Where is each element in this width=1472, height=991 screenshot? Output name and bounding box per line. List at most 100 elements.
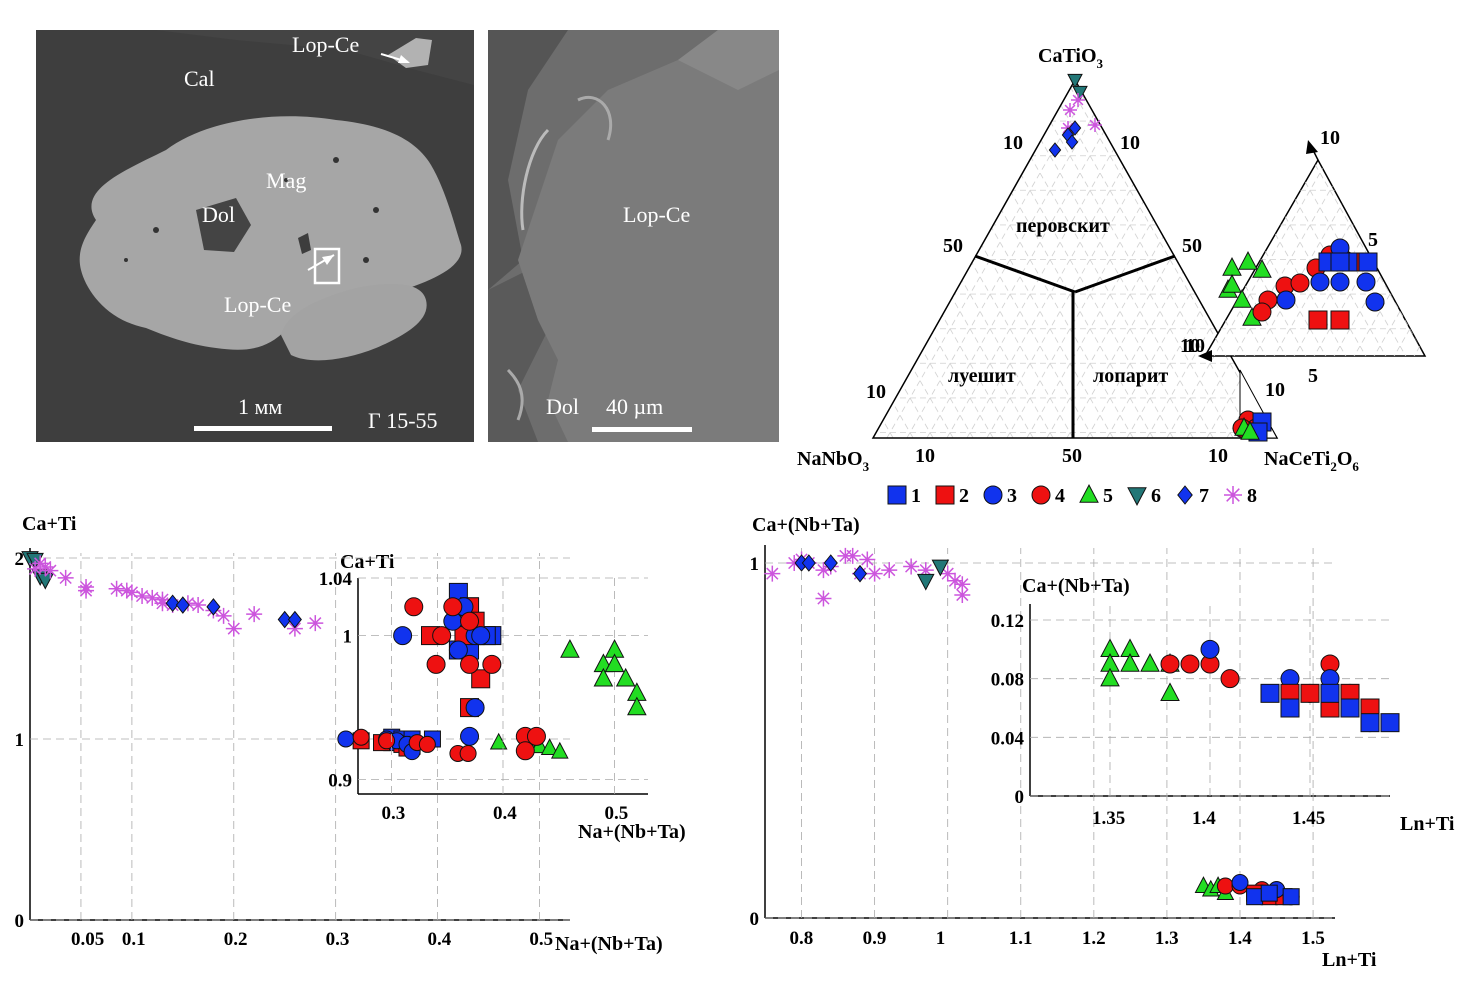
inset-x-axis-title: Na+(Nb+Ta) <box>578 821 686 843</box>
marker-group-5 <box>1238 251 1258 270</box>
y-tick-label: 0 <box>1015 787 1025 808</box>
point-group-5 <box>1100 667 1120 687</box>
tick-label: 50 <box>943 235 963 257</box>
point-group-7 <box>287 610 302 629</box>
x-tick-label: 0.3 <box>381 803 405 824</box>
point-group-8 <box>286 620 303 637</box>
marker-group-1 <box>1330 252 1350 272</box>
legend-label-4: 4 <box>1055 485 1065 507</box>
point-group-7 <box>852 564 868 583</box>
x-tick-label: 1.1 <box>1009 928 1033 949</box>
point-group-8 <box>786 555 803 571</box>
point-group-5 <box>1160 682 1180 702</box>
point-group-8 <box>307 615 324 632</box>
marker-group-3 <box>1276 290 1296 310</box>
y-tick-label: 1.04 <box>319 569 353 590</box>
x-tick-label: 0.5 <box>605 803 629 824</box>
x-tick-label: 1.3 <box>1155 928 1179 949</box>
point-group-1 <box>1246 888 1264 906</box>
point-group-8 <box>947 572 963 589</box>
label-lop-top: Lop-Ce <box>292 32 360 57</box>
legend-label-8: 8 <box>1247 485 1257 507</box>
y-tick-label: 0 <box>750 909 760 930</box>
point-group-4 <box>378 732 396 750</box>
marker-group-7 <box>1065 134 1079 150</box>
marker-group-6 <box>1072 85 1088 101</box>
x-tick-label: 1.35 <box>1092 808 1125 829</box>
marker-group-6 <box>1067 73 1083 89</box>
point-group-3 <box>471 626 491 646</box>
point-group-1 <box>1260 884 1278 902</box>
point-group-8 <box>815 590 832 607</box>
point-group-5 <box>560 639 580 658</box>
marker-group-4 <box>1290 273 1310 293</box>
scale-bar <box>592 427 692 432</box>
inset-tick-label: 10 <box>1320 127 1340 149</box>
x-axis-title: Ln+Ti <box>1322 949 1377 971</box>
point-group-8 <box>881 562 898 579</box>
x-tick-label: 0.8 <box>790 928 814 949</box>
y-tick-label: 1 <box>15 730 25 751</box>
point-group-1 <box>1260 683 1280 703</box>
point-group-4 <box>418 735 436 753</box>
plot-right-inset: 1.35 1.4 1.45 0 0.04 0.08 0.12 <box>991 604 1400 829</box>
marker-group-8 <box>1063 103 1077 117</box>
scale-label: 40 µm <box>606 394 664 419</box>
legend-marker-7 <box>1177 485 1193 505</box>
marker-group-5 <box>1232 289 1252 308</box>
point-group-3 <box>465 698 485 718</box>
inset-x-axis-title: Ln+Ti <box>1400 813 1455 835</box>
apex-left: NaNbO3 <box>797 448 870 474</box>
label-lop: Lop-Ce <box>623 202 691 227</box>
point-group-5 <box>627 696 647 716</box>
right-plot-frame: Ca+(Nb+Ta) Ln+Ti Ca+(Nb+Ta) Ln+Ti <box>752 514 1455 971</box>
point-group-5 <box>1120 653 1140 672</box>
point-group-3 <box>448 640 468 660</box>
label-dol: Dol <box>546 394 579 419</box>
inset-tick-label: 10 <box>1180 335 1200 357</box>
point-group-8 <box>859 551 876 568</box>
legend-label-5: 5 <box>1103 485 1113 507</box>
point-group-6 <box>931 559 950 577</box>
marker-group-8 <box>1071 93 1085 107</box>
apex-right: NaCeTi2O6 <box>1264 448 1359 474</box>
label-mag: Mag <box>266 168 307 193</box>
point-group-8 <box>123 584 140 601</box>
plot-right-main: 0.8 0.9 1 1.1 1.2 1.3 1.4 1.5 0 1 <box>750 547 1335 949</box>
legend: 1 2 3 4 5 6 7 8 <box>887 484 1257 507</box>
legend-marker-2 <box>935 485 955 505</box>
point-group-7 <box>165 594 180 613</box>
y-axis-title: Ca+Ti <box>22 513 77 535</box>
marker-group-5 <box>1222 257 1242 276</box>
point-group-4 <box>426 654 446 674</box>
tick-label: 50 <box>1062 445 1082 467</box>
point-group-1 <box>1280 698 1300 718</box>
x-tick-label: 1.4 <box>1192 808 1216 829</box>
marker-group-5 <box>1222 274 1242 293</box>
inset-tick-label: 5 <box>1308 365 1318 387</box>
point-group-8 <box>954 586 971 603</box>
point-group-5 <box>615 667 636 687</box>
point-group-4 <box>460 654 480 674</box>
point-group-5 <box>593 667 614 687</box>
point-group-7 <box>801 554 816 572</box>
point-group-4 <box>404 597 424 617</box>
x-tick-label: 0.2 <box>224 929 248 950</box>
point-group-5 <box>604 653 625 673</box>
tick-label: 10 <box>1120 132 1140 154</box>
point-group-5 <box>1140 653 1160 672</box>
point-group-4 <box>515 741 535 761</box>
field-loueshite: луешит <box>948 365 1016 387</box>
y-tick-label: 0 <box>15 911 25 932</box>
point-group-8 <box>815 562 832 579</box>
tick-label: 10 <box>1185 335 1205 357</box>
point-group-5 <box>550 741 569 759</box>
point-group-8 <box>32 555 49 572</box>
point-group-4 <box>432 626 452 646</box>
y-tick-label: 0.12 <box>991 611 1024 632</box>
x-tick-label: 0.1 <box>122 929 146 950</box>
point-group-7 <box>175 596 190 614</box>
legend-label-7: 7 <box>1199 485 1209 507</box>
tick-label: 10 <box>866 381 886 403</box>
legend-label-3: 3 <box>1007 485 1017 507</box>
